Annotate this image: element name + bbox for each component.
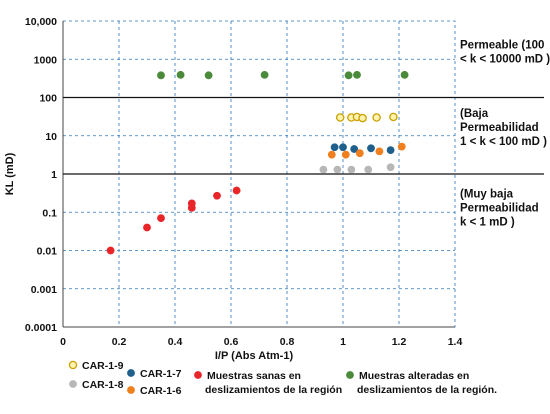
data-point [176,70,185,79]
zone-label: Permeable (100 [460,39,544,51]
data-point [364,165,373,174]
data-point [157,214,165,223]
x-tick-label: 0.8 [280,336,295,348]
x-tick-label: 1.4 [448,336,463,348]
data-point [106,246,115,255]
data-point [143,223,151,232]
legend-label: CAR-1-6 [140,385,182,397]
zone-label: (Muy baja [460,188,514,200]
data-point [213,191,221,200]
zone-label: Permeabilidad [460,122,539,134]
data-point [375,147,384,156]
data-point [386,163,395,172]
data-point [335,113,345,122]
y-tick-label: 0.0001 [25,322,57,334]
data-point [339,143,347,152]
y-tick-label: 0.001 [31,284,57,296]
legend-label: CAR-1-8 [82,379,124,391]
x-axis-title: I/P (Abs Atm-1) [215,350,294,362]
data-point [367,144,375,153]
x-tick-label: 1 [340,336,346,348]
y-tick-label: 100 [39,93,57,105]
data-point [386,146,395,155]
data-point [347,165,356,174]
data-point [187,199,196,208]
x-tick-label: 1.2 [392,336,407,348]
data-point [355,149,364,158]
data-point [319,165,328,174]
data-point [344,71,353,80]
x-tick-label: 0 [60,336,66,348]
data-point [397,142,406,151]
data-point [358,113,367,123]
y-tick-label: 10 [45,131,57,143]
y-tick-label: 10,000 [25,16,57,28]
data-point [400,70,409,79]
y-tick-label: 0.1 [42,207,57,219]
zone-label: < k < 10000 mD ) [460,53,550,65]
data-point [341,150,350,159]
x-tick-label: 0.4 [168,336,183,348]
legend-label: CAR-1-9 [82,360,124,372]
legend-marker [68,360,78,370]
y-tick-label: 0.01 [37,246,58,258]
data-point [204,71,213,80]
data-point [327,150,336,159]
data-point [157,71,165,80]
data-point [330,143,339,152]
legend-marker [69,380,77,388]
data-point [389,112,398,122]
y-axis-title: KL (mD) [4,152,16,195]
zone-label: Permeabilidad [460,202,539,214]
legend-label: Muestras sanas en [207,370,301,382]
data-point [260,70,269,79]
y-tick-label: 1 [51,169,57,181]
legend-marker [194,371,202,379]
data-point [350,145,359,153]
legend-marker [127,386,135,394]
legend-marker [127,369,135,377]
y-tick-label: 1000 [34,54,58,66]
legend-label: deslizamientos de la región. [357,384,497,396]
x-tick-label: 0.6 [224,336,239,348]
zone-label: (Baja [460,108,489,120]
legend-marker [346,371,354,379]
data-point [353,70,361,79]
data-point [372,113,381,122]
zone-label: k < 1 mD ) [460,216,515,228]
legend-label: Muestras alteradas en [359,370,469,382]
legend-label: deslizamientos de la región [205,384,342,396]
data-point [232,186,241,195]
data-point [333,165,342,174]
zone-label: 1 < k < 100 mD ) [460,136,547,148]
x-tick-label: 0.2 [112,336,127,348]
legend-label: CAR-1-7 [140,368,182,380]
